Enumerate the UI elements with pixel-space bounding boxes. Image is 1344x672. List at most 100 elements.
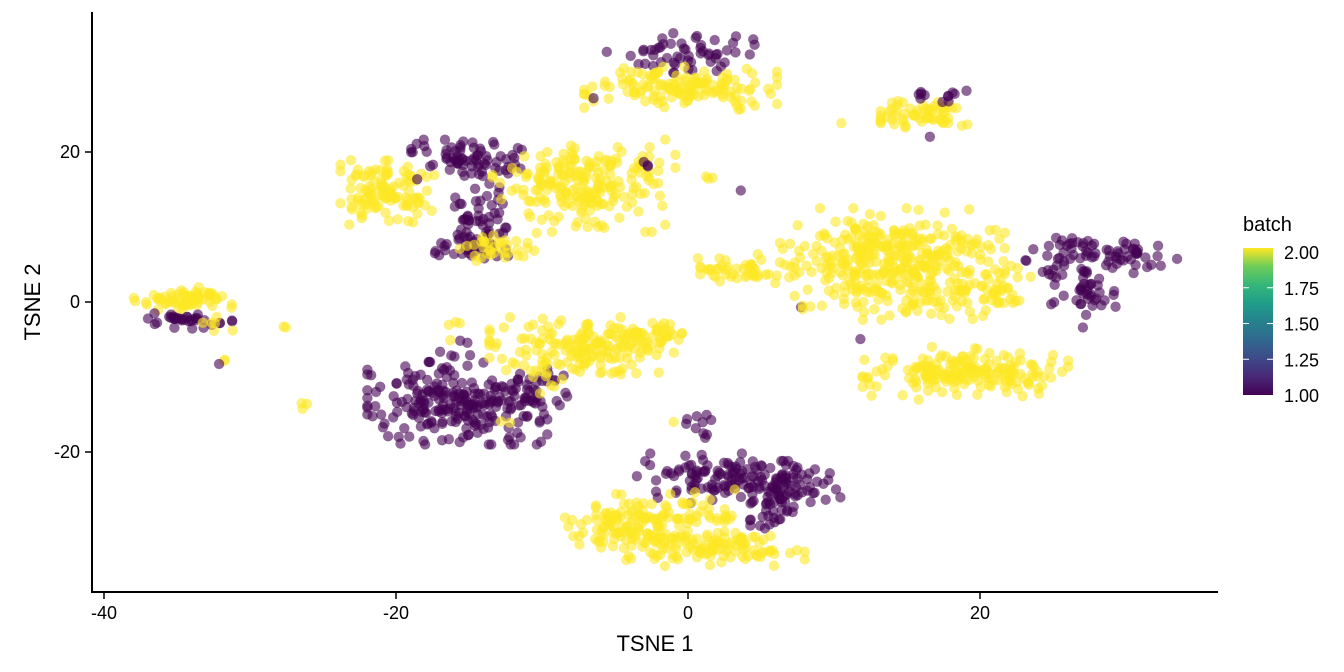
data-point: [707, 172, 718, 184]
data-point: [554, 399, 566, 411]
data-point: [439, 134, 451, 145]
data-point: [730, 47, 741, 58]
data-point: [618, 329, 629, 341]
data-point: [1043, 240, 1055, 252]
data-point: [652, 177, 664, 189]
data-point: [401, 374, 413, 385]
data-point: [524, 211, 536, 223]
data-point: [1045, 372, 1057, 383]
data-point: [484, 324, 495, 335]
data-point: [990, 224, 1001, 236]
data-point: [773, 514, 785, 525]
data-point: [382, 430, 394, 442]
data-point: [542, 321, 554, 332]
legend-tick-label: 1.25: [1284, 350, 1319, 370]
data-point: [736, 448, 748, 459]
data-point: [335, 198, 346, 209]
data-point: [738, 538, 750, 549]
data-point: [343, 219, 355, 230]
data-point: [694, 546, 705, 558]
y-tick-label: 20: [60, 142, 80, 162]
data-point: [1141, 261, 1153, 273]
data-point: [1082, 293, 1094, 305]
data-point: [402, 195, 414, 206]
data-point: [503, 396, 515, 407]
data-point: [633, 206, 644, 217]
data-point: [668, 57, 680, 69]
data-point: [417, 404, 429, 415]
data-point: [848, 203, 859, 214]
data-point: [601, 514, 613, 526]
data-point: [794, 479, 806, 491]
data-point: [580, 171, 592, 183]
data-point: [613, 175, 624, 187]
data-point: [735, 491, 747, 503]
data-point: [951, 300, 963, 312]
data-point: [474, 215, 486, 227]
data-point: [211, 311, 222, 323]
data-point: [638, 156, 650, 168]
data-point: [913, 204, 924, 216]
data-point: [638, 45, 649, 57]
data-point: [169, 313, 180, 325]
data-point: [667, 27, 679, 39]
data-point: [596, 366, 608, 378]
data-point: [925, 308, 937, 320]
data-point: [678, 43, 690, 54]
data-point: [936, 386, 948, 398]
data-point: [541, 414, 553, 425]
data-point: [866, 240, 878, 252]
data-point: [570, 221, 582, 232]
data-point: [466, 377, 478, 388]
data-point: [652, 492, 664, 504]
data-point: [596, 220, 608, 231]
data-point: [742, 550, 754, 562]
data-point: [718, 550, 730, 562]
data-point: [553, 211, 564, 223]
y-tick-label: -20: [54, 442, 80, 462]
data-point: [1005, 293, 1016, 305]
data-point: [595, 181, 607, 192]
data-point: [345, 155, 357, 166]
data-point: [830, 282, 842, 294]
data-point: [165, 287, 177, 299]
data-point: [756, 547, 768, 559]
data-point: [393, 177, 405, 188]
data-point: [820, 494, 832, 506]
data-point: [588, 92, 599, 104]
data-point: [901, 256, 913, 268]
data-point: [477, 409, 489, 421]
data-point: [535, 436, 547, 448]
data-point: [606, 328, 617, 340]
data-point: [638, 537, 650, 548]
data-point: [373, 200, 384, 212]
data-point: [370, 386, 382, 398]
data-point: [908, 109, 920, 121]
legend-tick-label: 1.50: [1284, 315, 1319, 335]
data-point: [507, 357, 518, 368]
data-point: [656, 519, 668, 531]
data-point: [701, 429, 713, 440]
data-point: [486, 411, 498, 422]
data-point: [925, 368, 937, 380]
data-point: [487, 172, 498, 183]
data-point: [584, 161, 596, 172]
data-point: [782, 455, 794, 467]
y-axis-title: TSNE 2: [20, 263, 45, 340]
data-point: [226, 315, 238, 327]
data-point: [700, 465, 711, 476]
data-point: [644, 459, 656, 471]
data-point: [913, 394, 925, 405]
data-point: [983, 256, 994, 268]
data-point: [527, 371, 539, 383]
data-point: [904, 277, 916, 288]
data-point: [1058, 290, 1069, 302]
data-point: [499, 252, 511, 263]
data-point: [626, 197, 638, 208]
data-point: [744, 514, 756, 526]
data-point: [776, 493, 787, 505]
data-point: [690, 422, 702, 434]
data-point: [656, 33, 668, 44]
data-point: [488, 230, 499, 241]
data-point: [485, 246, 496, 257]
